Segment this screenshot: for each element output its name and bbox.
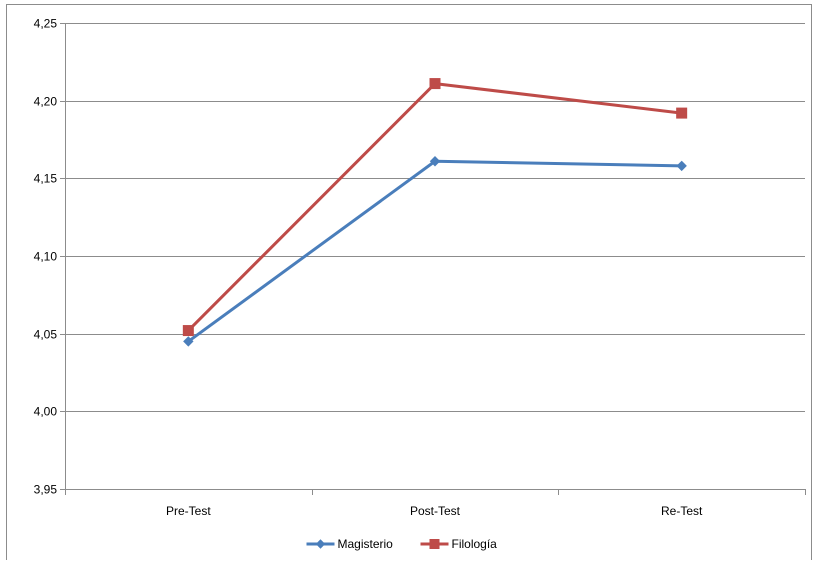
legend-marker [429, 539, 440, 549]
gridlines [60, 23, 805, 490]
series-filología [182, 78, 688, 337]
legend-marker [315, 539, 326, 549]
y-tick-label: 4,10 [34, 250, 58, 264]
data-point [676, 160, 687, 172]
series-line [186, 159, 684, 343]
legend: Magisterio Filología [306, 537, 498, 551]
y-tick-label: 4,05 [34, 328, 58, 342]
chart-frame [6, 4, 812, 560]
data-point [429, 78, 441, 90]
legend-entry-magisterio: Magisterio [306, 537, 394, 551]
data-point [429, 156, 441, 167]
y-tick-label: 4,25 [34, 17, 58, 31]
data-point [676, 107, 688, 119]
axes: 3,95 4,00 4,05 4,10 4,15 4,20 4,25 Pre-Test Post… [34, 17, 806, 518]
x-tick-label: Re-Test [661, 504, 703, 518]
legend-label: Magisterio [338, 537, 394, 551]
data-point [182, 325, 194, 337]
x-tick-label: Pre-Test [166, 504, 211, 518]
legend-entry-filología: Filología [420, 537, 498, 551]
y-tick-label: 3,95 [34, 483, 58, 497]
y-tick-label: 4,15 [34, 172, 58, 186]
data-point [183, 336, 194, 347]
y-tick-label: 4,00 [34, 405, 58, 419]
series [182, 78, 688, 347]
x-tick-label: Post-Test [410, 504, 461, 518]
legend-label: Filología [452, 537, 498, 551]
series-magisterio [183, 156, 687, 347]
y-tick-label: 4,20 [34, 95, 58, 109]
series-line [186, 82, 684, 333]
